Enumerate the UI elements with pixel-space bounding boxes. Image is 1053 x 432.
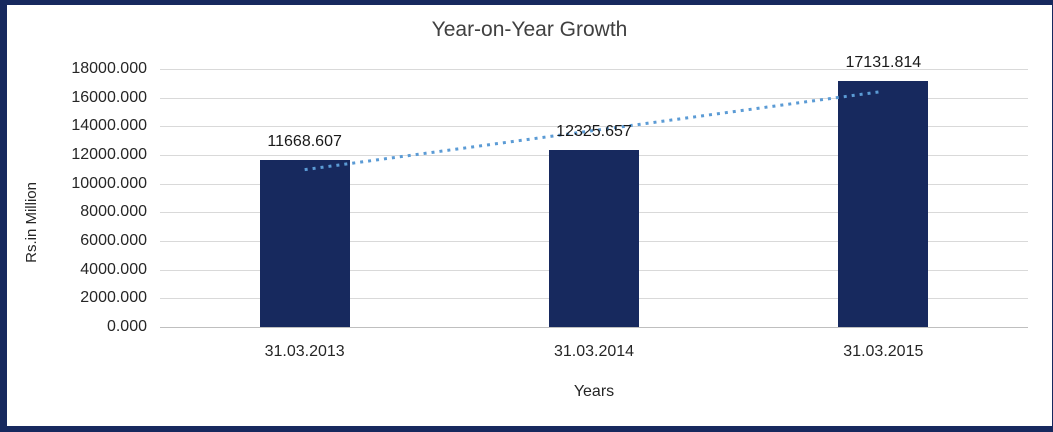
gridline	[160, 69, 1028, 70]
bar-value-label: 12325.657	[556, 123, 632, 141]
y-tick-label: 18000.000	[71, 60, 147, 77]
bar-value-label: 17131.814	[845, 54, 922, 72]
gridline	[160, 126, 1028, 128]
bar	[549, 150, 639, 327]
trendline	[304, 89, 884, 172]
x-axis-title: Years	[573, 383, 615, 400]
chart-title: Year-on-Year Growth	[431, 18, 628, 41]
y-tick-label: 2000.000	[80, 289, 147, 307]
y-tick-label: 12000.000	[71, 146, 147, 163]
category-label: 31.03.2013	[264, 343, 345, 360]
category-label: 31.03.2014	[553, 343, 635, 360]
plot-area: 11668.607 12325.657 17131.814	[160, 54, 1028, 328]
y-tick-label: 16000.000	[71, 88, 147, 106]
y-tick-label: 0.000	[106, 318, 147, 335]
bar	[838, 81, 929, 327]
y-tick-label: 8000.000	[80, 203, 147, 221]
y-tick-label: 10000.000	[71, 174, 147, 192]
y-tick-label: 6000.000	[80, 232, 147, 249]
bar-value-label: 11668.607	[267, 132, 342, 150]
category-label: 31.03.2015	[843, 343, 924, 360]
x-axis-tick-labels: 31.03.2013 31.03.2014 31.03.2015	[160, 343, 1028, 367]
bar	[259, 159, 350, 327]
y-tick-label: 14000.000	[71, 117, 147, 135]
y-tick-label: 4000.000	[80, 260, 147, 278]
gridline	[160, 97, 1028, 99]
trendline-path	[304, 89, 884, 172]
y-axis-tick-labels: 0.000 2000.000 4000.000 6000.000 8000.000 100…	[7, 60, 153, 335]
